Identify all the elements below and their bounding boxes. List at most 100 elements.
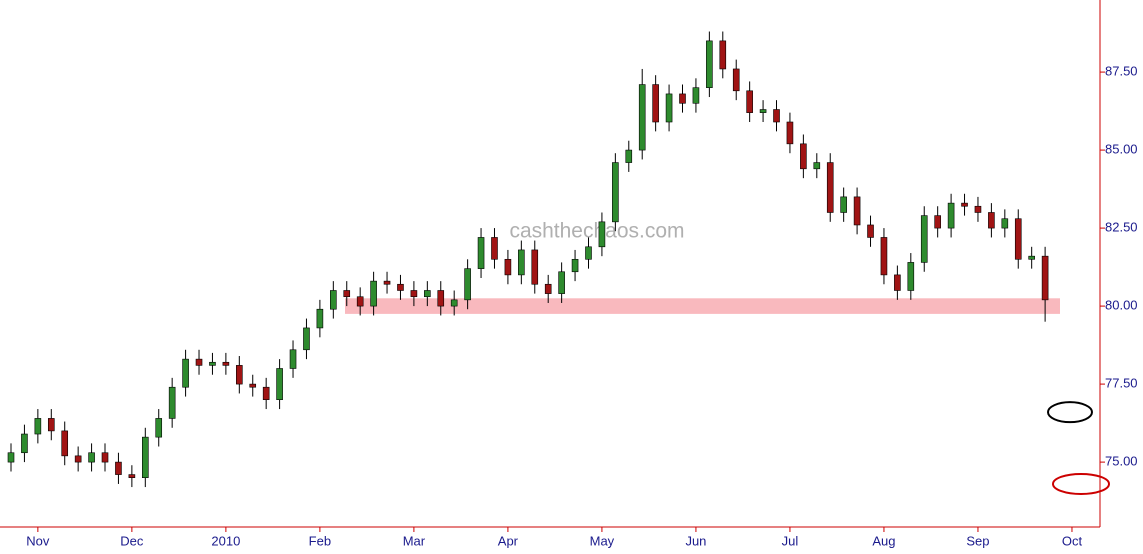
candle-body [34, 418, 42, 435]
candle-body [800, 143, 807, 170]
candle-body [74, 455, 82, 463]
candle-body [209, 361, 216, 366]
x-tick-label: 2010 [211, 533, 240, 548]
x-tick-label: Aug [872, 533, 895, 548]
candle-body [692, 87, 700, 104]
y-tick-label: 82.50 [1105, 220, 1138, 235]
candle-body [974, 205, 982, 213]
candle-body [934, 215, 941, 229]
candle-body [598, 221, 606, 248]
candle-body [424, 290, 431, 298]
candle-body [195, 358, 203, 366]
candle-body [920, 215, 928, 263]
candle-body [665, 93, 673, 123]
candle-body [491, 237, 498, 260]
candle-body [504, 258, 512, 276]
candle-body [773, 109, 780, 123]
candle-body [410, 290, 418, 298]
candle-body [1001, 218, 1009, 229]
candle-body [1028, 255, 1035, 260]
candle-body [585, 246, 592, 260]
candle-body [894, 274, 901, 291]
candle-body [759, 109, 767, 113]
candle-body [988, 212, 995, 229]
candle-body [47, 418, 55, 432]
candle-body [128, 474, 136, 479]
candle-body [222, 361, 230, 366]
x-tick-label: Jun [685, 533, 706, 548]
candle-body [61, 430, 69, 457]
candle-body [316, 308, 324, 329]
candle-body [867, 224, 874, 238]
candle-body [356, 296, 364, 307]
watermark: cashthechaos.com [509, 220, 684, 243]
candle-body [397, 283, 404, 291]
candle-body [706, 40, 713, 88]
candle-body [1041, 255, 1049, 301]
candle-body [638, 84, 646, 151]
y-tick-label: 87.50 [1105, 64, 1138, 79]
candle-body [544, 283, 552, 294]
candle-body [558, 271, 565, 294]
y-tick-label: 77.50 [1105, 376, 1138, 391]
target-marker [1047, 401, 1093, 424]
candle-body [732, 68, 740, 92]
candle-body [7, 452, 15, 463]
candle-body [115, 461, 122, 475]
candle-body [518, 249, 525, 276]
candle-body [840, 196, 847, 213]
candle-body [236, 365, 243, 385]
candle-body [947, 202, 955, 229]
candle-body [746, 90, 753, 113]
candle-body [88, 452, 95, 463]
x-tick-label: Sep [966, 533, 989, 548]
y-tick-label: 85.00 [1105, 142, 1138, 157]
candle-body [101, 452, 109, 463]
candle-body [880, 237, 888, 276]
candle-body [330, 290, 337, 310]
candle-body [303, 327, 310, 351]
candle-body [21, 433, 28, 454]
candle-body [182, 358, 189, 388]
candle-body [249, 383, 257, 388]
x-tick-label: May [590, 533, 615, 548]
x-tick-label: Jul [782, 533, 799, 548]
candle-body [450, 299, 458, 307]
candle-body [826, 162, 834, 213]
x-tick-label: Mar [403, 533, 426, 548]
candle-body [625, 149, 633, 163]
candle-body [853, 196, 861, 226]
x-tick-label: Feb [309, 533, 331, 548]
support-band [345, 298, 1060, 314]
candle-body [1014, 218, 1022, 260]
candle-body [343, 290, 351, 298]
x-tick-label: Oct [1062, 533, 1083, 548]
x-tick-label: Apr [498, 533, 519, 548]
y-tick-label: 80.00 [1105, 298, 1138, 313]
candle-body [612, 162, 619, 223]
candle-body [531, 249, 539, 285]
candle-body [679, 93, 686, 104]
candle-body [437, 290, 445, 307]
candle-body [155, 418, 163, 438]
candle-body [786, 121, 794, 145]
candle-body [652, 84, 659, 123]
y-tick-label: 75.00 [1105, 454, 1138, 469]
candle-body [276, 368, 283, 400]
candle-body [168, 386, 176, 419]
candle-body [370, 280, 377, 307]
candle-body [813, 162, 821, 170]
target-marker [1052, 472, 1110, 495]
candle-body [289, 349, 297, 369]
candle-body [907, 262, 915, 291]
x-tick-label: Nov [26, 533, 50, 548]
x-tick-label: Dec [120, 533, 144, 548]
candle-body [464, 268, 471, 301]
candle-body [571, 258, 579, 273]
candle-body [383, 280, 391, 285]
candle-body [477, 237, 485, 269]
candle-body [142, 436, 149, 479]
candle-body [719, 40, 727, 70]
candle-body [961, 202, 968, 207]
